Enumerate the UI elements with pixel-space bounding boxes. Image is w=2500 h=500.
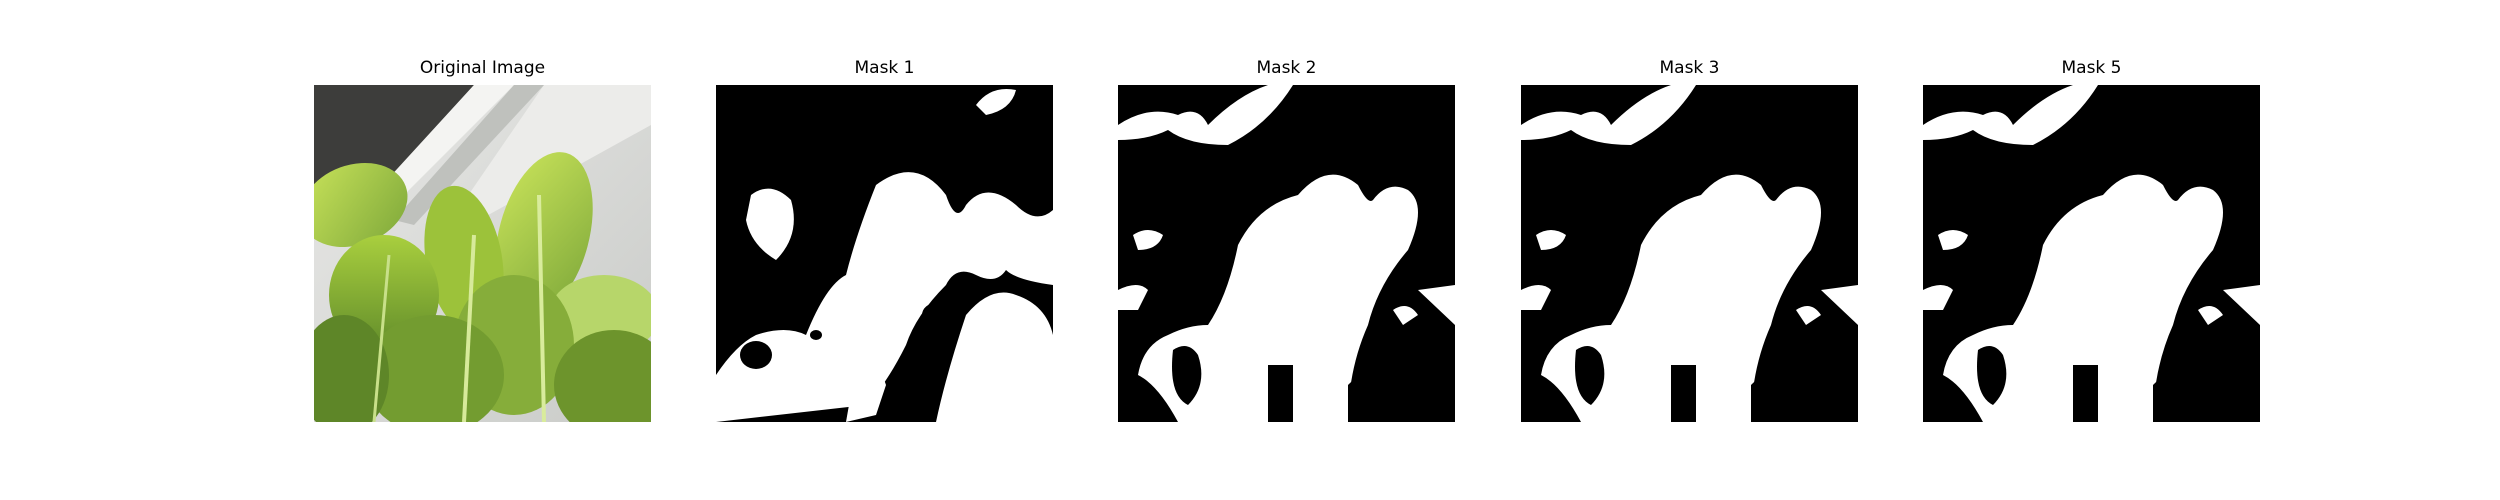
mask-2-image [1118, 85, 1455, 422]
mask-1-panel [716, 85, 1053, 422]
mask-5-title: Mask 5 [2061, 58, 2122, 78]
original-image [314, 85, 651, 422]
mask-5-image [1923, 85, 2260, 422]
mask-1-image [716, 85, 1053, 422]
mask-5-panel [1923, 85, 2260, 422]
mask-3-title: Mask 3 [1659, 58, 1720, 78]
mask-1-title: Mask 1 [854, 58, 915, 78]
mask-2-title: Mask 2 [1256, 58, 1317, 78]
mask-3-panel [1521, 85, 1858, 422]
original-image-title: Original Image [419, 58, 546, 78]
original-image-panel [314, 85, 651, 422]
mask-3-image [1521, 85, 1858, 422]
mask-2-panel [1118, 85, 1455, 422]
